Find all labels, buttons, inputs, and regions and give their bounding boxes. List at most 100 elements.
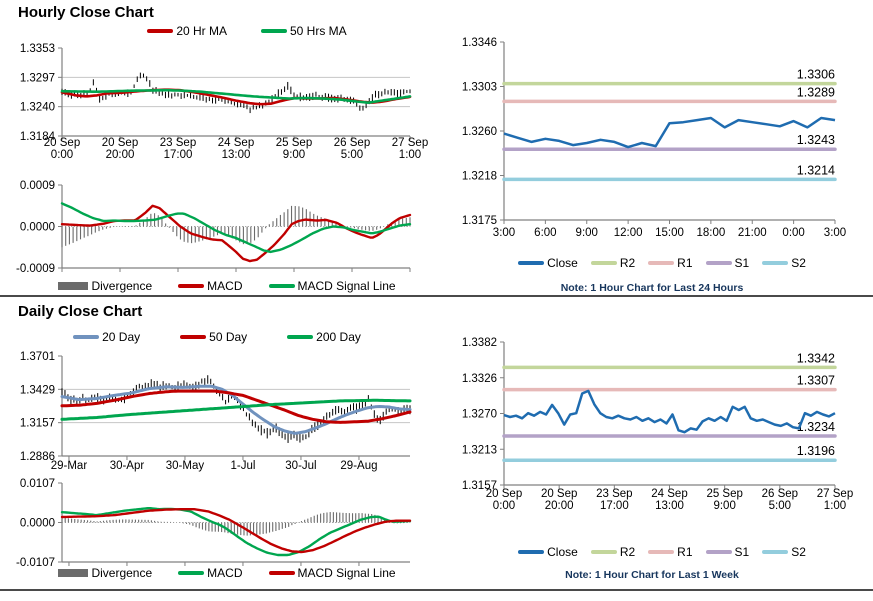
- svg-text:27 Sep: 27 Sep: [392, 137, 428, 149]
- legend-item: 200 Day: [287, 330, 361, 344]
- svg-text:0.0009: 0.0009: [20, 180, 55, 192]
- legend-label: R2: [619, 545, 636, 559]
- legend-swatch: [180, 335, 207, 339]
- svg-text:0.0000: 0.0000: [20, 222, 55, 234]
- legend-item: MACD Signal Line: [268, 279, 396, 293]
- legend-label: Divergence: [91, 566, 153, 580]
- svg-text:15:00: 15:00: [655, 227, 684, 239]
- legend-label: R2: [619, 256, 636, 270]
- legend-item: S1: [705, 545, 750, 559]
- svg-text:18:00: 18:00: [696, 227, 725, 239]
- svg-text:1.3701: 1.3701: [20, 351, 55, 363]
- svg-text:27 Sep: 27 Sep: [817, 488, 853, 500]
- legend-item: R1: [648, 256, 693, 270]
- svg-text:1.3353: 1.3353: [20, 43, 55, 55]
- legend-swatch: [518, 550, 545, 554]
- legend-label: MACD: [207, 566, 243, 580]
- legend-swatch: [58, 282, 89, 290]
- legend-label: 50 Day: [209, 330, 248, 344]
- svg-text:23 Sep: 23 Sep: [160, 137, 196, 149]
- legend-label: S1: [734, 256, 750, 270]
- legend-label: 200 Day: [316, 330, 361, 344]
- legend-swatch: [178, 284, 205, 288]
- legend-label: Close: [547, 545, 578, 559]
- svg-text:-0.0009: -0.0009: [16, 263, 55, 275]
- legend-label: S2: [791, 545, 806, 559]
- svg-text:3:00: 3:00: [493, 227, 515, 239]
- svg-text:1.3429: 1.3429: [20, 384, 55, 396]
- legend-label: S1: [734, 545, 750, 559]
- legend-label: Divergence: [91, 279, 153, 293]
- hourly-close-legend: 20 Hr MA 50 Hrs MA: [70, 24, 424, 38]
- legend-swatch: [590, 261, 617, 265]
- legend-item: 50 Day: [180, 330, 247, 344]
- legend-swatch: [261, 29, 287, 33]
- daily-section-title: Daily Close Chart: [18, 303, 143, 320]
- legend-label: R1: [677, 256, 693, 270]
- hourly-macd-legend: Divergence MACD MACD Signal Line: [20, 279, 434, 293]
- legend-item: MACD Signal Line: [268, 566, 396, 580]
- svg-text:12:00: 12:00: [614, 227, 643, 239]
- svg-text:21:00: 21:00: [738, 227, 767, 239]
- hourly-macd-chart: 0.0009 0.0000 -0.0009: [16, 180, 412, 275]
- legend-item: Divergence: [58, 279, 152, 293]
- svg-text:1.3184: 1.3184: [20, 131, 56, 143]
- daily-macd-chart: 0.0107 0.0000 -0.0107: [16, 478, 412, 569]
- svg-text:20 Sep: 20 Sep: [102, 137, 138, 149]
- legend-label: MACD Signal Line: [297, 566, 396, 580]
- legend-item: R2: [590, 256, 636, 270]
- legend-item: 20 Hr MA: [147, 24, 227, 38]
- svg-text:26 Sep: 26 Sep: [762, 488, 798, 500]
- daily-pivot-legend: Close R2 R1 S1 S2: [460, 545, 864, 559]
- daily-pivot-note: Note: 1 Hour Chart for Last 1 Week: [565, 569, 739, 581]
- svg-text:13:00: 13:00: [655, 500, 684, 512]
- legend-label: S2: [791, 256, 806, 270]
- legend-swatch: [73, 335, 100, 339]
- legend-item: MACD: [178, 566, 243, 580]
- svg-text:1.3289: 1.3289: [797, 85, 835, 99]
- svg-text:29-Mar: 29-Mar: [51, 460, 88, 472]
- svg-text:23 Sep: 23 Sep: [596, 488, 632, 500]
- svg-text:0.0107: 0.0107: [20, 478, 55, 490]
- svg-text:20:00: 20:00: [545, 500, 574, 512]
- svg-text:5:00: 5:00: [341, 149, 363, 161]
- legend-swatch: [648, 261, 675, 265]
- svg-text:1.3260: 1.3260: [462, 126, 497, 138]
- svg-text:1.3175: 1.3175: [462, 215, 497, 227]
- svg-text:0:00: 0:00: [493, 500, 515, 512]
- svg-text:1.3243: 1.3243: [797, 133, 835, 147]
- legend-swatch: [268, 571, 295, 575]
- legend-swatch: [762, 550, 789, 554]
- svg-text:6:00: 6:00: [534, 227, 556, 239]
- legend-item: R2: [590, 545, 636, 559]
- legend-swatch: [705, 261, 732, 265]
- svg-text:26 Sep: 26 Sep: [334, 137, 370, 149]
- legend-label: 50 Hrs MA: [290, 24, 347, 38]
- svg-text:24 Sep: 24 Sep: [651, 488, 687, 500]
- svg-text:1.3342: 1.3342: [797, 351, 835, 365]
- legend-item: R1: [648, 545, 693, 559]
- legend-swatch: [590, 550, 617, 554]
- svg-text:13:00: 13:00: [222, 149, 251, 161]
- legend-label: 20 Hr MA: [176, 24, 227, 38]
- legend-label: Close: [547, 256, 578, 270]
- svg-text:20 Sep: 20 Sep: [486, 488, 522, 500]
- svg-text:1.3157: 1.3157: [462, 480, 497, 492]
- hourly-pivot-legend: Close R2 R1 S1 S2: [460, 256, 864, 270]
- svg-text:17:00: 17:00: [164, 149, 193, 161]
- svg-text:9:00: 9:00: [576, 227, 598, 239]
- legend-swatch: [762, 261, 789, 265]
- legend-label: MACD: [207, 279, 243, 293]
- svg-text:1:00: 1:00: [399, 149, 421, 161]
- legend-item: 20 Day: [73, 330, 140, 344]
- legend-item: Close: [518, 545, 578, 559]
- svg-text:0:00: 0:00: [51, 149, 73, 161]
- legend-item: S2: [762, 256, 806, 270]
- svg-text:20 Sep: 20 Sep: [44, 137, 80, 149]
- svg-text:20 Sep: 20 Sep: [541, 488, 577, 500]
- daily-close-legend: 20 Day 50 Day 200 Day: [10, 330, 424, 344]
